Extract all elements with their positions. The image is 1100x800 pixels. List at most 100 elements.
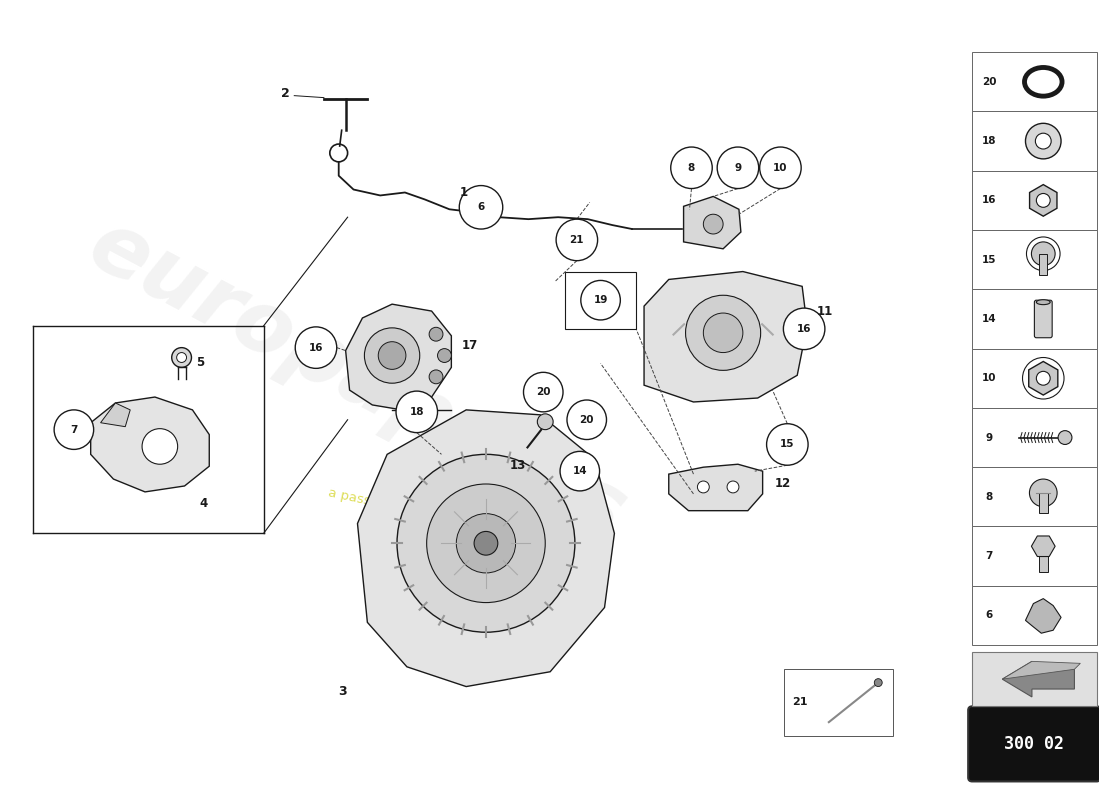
Text: 9: 9	[735, 162, 741, 173]
Bar	[972, 52, 1097, 111]
Circle shape	[685, 295, 761, 370]
Circle shape	[378, 342, 406, 370]
FancyBboxPatch shape	[1034, 300, 1053, 338]
Circle shape	[456, 514, 516, 573]
Circle shape	[397, 454, 575, 632]
Circle shape	[557, 219, 597, 261]
Text: 7: 7	[986, 551, 992, 561]
Text: 15: 15	[780, 439, 794, 450]
Circle shape	[524, 372, 563, 412]
Bar	[972, 526, 1097, 586]
Circle shape	[581, 281, 620, 320]
Text: 14: 14	[981, 314, 997, 324]
Circle shape	[177, 353, 187, 362]
Text: 8: 8	[986, 492, 992, 502]
Text: 17: 17	[461, 339, 477, 352]
Ellipse shape	[1036, 300, 1050, 305]
Circle shape	[172, 348, 191, 367]
Text: 16: 16	[309, 342, 323, 353]
Bar	[972, 349, 1097, 408]
Circle shape	[1036, 371, 1050, 385]
Text: 21: 21	[792, 698, 807, 707]
Polygon shape	[645, 271, 807, 402]
Circle shape	[474, 531, 498, 555]
Circle shape	[429, 370, 443, 384]
Text: 18: 18	[981, 136, 997, 146]
Polygon shape	[1002, 662, 1080, 679]
Polygon shape	[1032, 536, 1055, 557]
Polygon shape	[1028, 362, 1058, 395]
Text: 3: 3	[338, 685, 346, 698]
Text: 6: 6	[477, 202, 485, 212]
Circle shape	[537, 414, 553, 430]
Text: 7: 7	[70, 425, 78, 434]
Circle shape	[438, 349, 451, 362]
Text: 1: 1	[460, 186, 467, 199]
Circle shape	[671, 147, 712, 189]
Polygon shape	[90, 397, 209, 492]
Bar	[972, 652, 1097, 706]
Text: 12: 12	[774, 478, 791, 490]
Polygon shape	[683, 197, 741, 249]
Text: 6: 6	[986, 610, 992, 621]
Text: 13: 13	[509, 458, 526, 472]
Polygon shape	[669, 464, 762, 510]
Circle shape	[1035, 133, 1052, 149]
Circle shape	[54, 410, 94, 450]
Bar	[1040, 254, 1047, 275]
Circle shape	[727, 481, 739, 493]
Circle shape	[364, 328, 420, 383]
Circle shape	[767, 424, 808, 466]
Text: 300 02: 300 02	[1004, 735, 1065, 753]
Polygon shape	[100, 403, 130, 426]
Polygon shape	[358, 410, 615, 686]
FancyBboxPatch shape	[968, 706, 1100, 782]
Text: 15: 15	[981, 254, 997, 265]
Bar	[565, 271, 636, 329]
Circle shape	[703, 313, 742, 353]
Text: 19: 19	[593, 295, 608, 305]
Polygon shape	[1025, 598, 1062, 634]
Text: 9: 9	[986, 433, 992, 442]
Circle shape	[1032, 242, 1055, 266]
Circle shape	[717, 147, 759, 189]
Text: 18: 18	[409, 407, 424, 417]
Bar	[972, 290, 1097, 349]
Circle shape	[460, 186, 503, 229]
Bar	[972, 467, 1097, 526]
Circle shape	[396, 391, 438, 433]
Circle shape	[760, 147, 801, 189]
Polygon shape	[1002, 662, 1075, 697]
Bar	[784, 669, 893, 736]
Text: 20: 20	[536, 387, 550, 397]
Text: europaparts: europaparts	[75, 204, 640, 557]
Bar	[1038, 493, 1047, 513]
Text: 5: 5	[197, 356, 205, 369]
Circle shape	[1036, 194, 1050, 207]
Polygon shape	[345, 304, 451, 410]
Circle shape	[1030, 479, 1057, 506]
Text: 8: 8	[688, 162, 695, 173]
Circle shape	[783, 308, 825, 350]
Circle shape	[697, 481, 710, 493]
Text: 10: 10	[981, 374, 997, 383]
Text: 21: 21	[570, 235, 584, 245]
Text: 11: 11	[817, 305, 833, 318]
Text: 2: 2	[282, 87, 290, 100]
Circle shape	[1058, 430, 1071, 445]
Bar	[972, 170, 1097, 230]
Circle shape	[566, 400, 606, 439]
Bar	[972, 111, 1097, 170]
Circle shape	[874, 678, 882, 686]
Bar	[1038, 546, 1047, 572]
Text: 10: 10	[773, 162, 788, 173]
Circle shape	[1025, 123, 1062, 159]
Circle shape	[429, 327, 443, 341]
Bar	[972, 408, 1097, 467]
Bar	[972, 230, 1097, 290]
Bar	[972, 586, 1097, 645]
Polygon shape	[1030, 185, 1057, 216]
Text: 14: 14	[572, 466, 587, 476]
Text: 16: 16	[981, 195, 997, 206]
Circle shape	[142, 429, 177, 464]
